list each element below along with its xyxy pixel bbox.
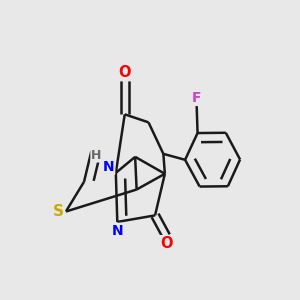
Text: O: O: [118, 65, 131, 80]
Text: O: O: [160, 236, 172, 251]
Text: N: N: [112, 224, 123, 238]
Text: H: H: [91, 148, 102, 162]
Text: F: F: [192, 91, 201, 105]
Text: S: S: [53, 204, 64, 219]
Text: N: N: [103, 160, 114, 174]
